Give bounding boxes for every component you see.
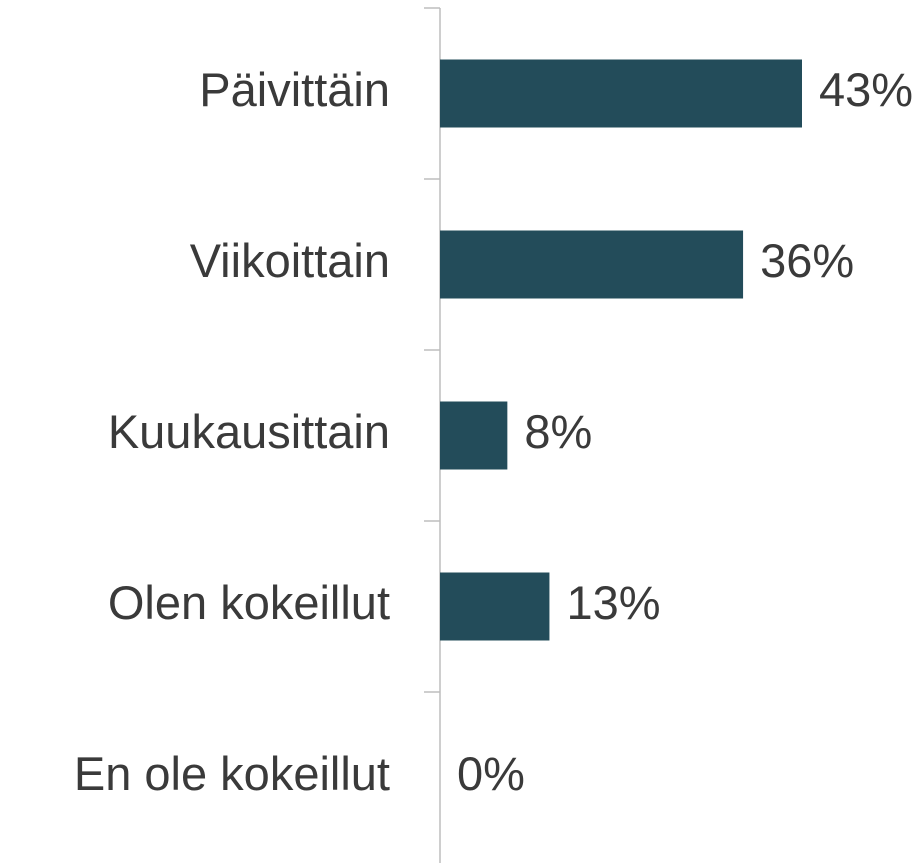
category-label: Päivittäin: [199, 63, 390, 116]
value-label: 36%: [760, 234, 854, 287]
bar: [440, 230, 744, 299]
category-label: Viikoittain: [190, 234, 390, 287]
category-label: Kuukausittain: [108, 405, 390, 458]
value-label: 0%: [457, 747, 525, 800]
bar: [440, 572, 550, 641]
value-label: 8%: [524, 405, 592, 458]
value-label: 13%: [566, 576, 660, 629]
bar: [440, 59, 802, 128]
bar: [440, 401, 508, 470]
category-label: En ole kokeillut: [74, 747, 390, 800]
value-label: 43%: [819, 63, 913, 116]
category-label: Olen kokeillut: [108, 576, 390, 629]
